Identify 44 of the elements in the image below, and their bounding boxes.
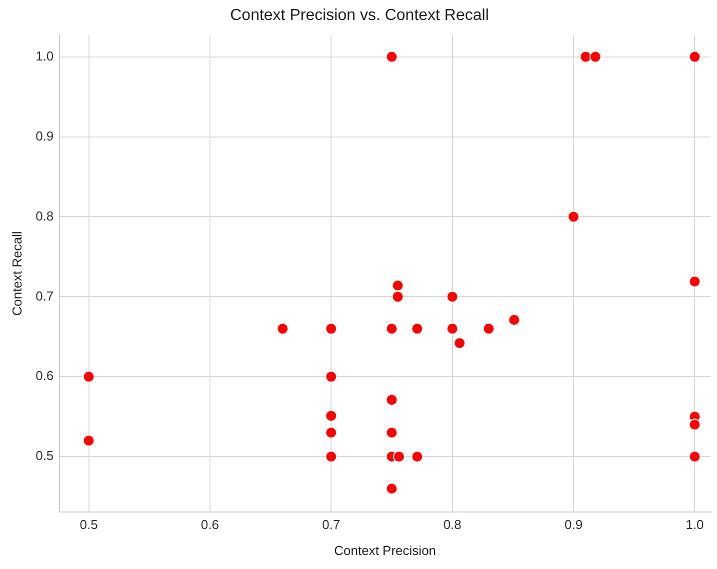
point bbox=[276, 322, 289, 335]
point bbox=[508, 314, 520, 326]
point bbox=[568, 210, 580, 223]
point bbox=[392, 290, 404, 303]
point bbox=[82, 370, 95, 383]
point bbox=[386, 50, 398, 63]
point bbox=[82, 434, 95, 447]
point bbox=[688, 275, 701, 288]
x-tick-label: 1.0 bbox=[686, 517, 704, 532]
x-tick-label: 0.9 bbox=[564, 517, 583, 532]
point bbox=[386, 394, 398, 406]
x-tick-label: 0.6 bbox=[200, 517, 219, 532]
point bbox=[411, 322, 424, 335]
y-tick-label: 0.8 bbox=[36, 208, 54, 224]
point bbox=[446, 322, 458, 335]
point bbox=[325, 370, 338, 383]
point bbox=[393, 450, 406, 463]
x-tick-label: 0.7 bbox=[322, 517, 340, 532]
point bbox=[454, 337, 466, 350]
point bbox=[688, 450, 701, 463]
point bbox=[386, 482, 398, 495]
point bbox=[446, 290, 458, 303]
point bbox=[482, 322, 495, 335]
point bbox=[325, 410, 338, 422]
y-axis-title: Context Recall bbox=[9, 231, 24, 316]
point bbox=[688, 50, 701, 63]
y-tick-label: 0.5 bbox=[36, 448, 54, 464]
point bbox=[411, 450, 424, 463]
y-tick-label: 0.9 bbox=[36, 128, 54, 144]
x-tick-label: 0.5 bbox=[80, 517, 98, 532]
point bbox=[386, 322, 398, 335]
chart-title: Context Precision vs. Context Recall bbox=[230, 7, 489, 24]
point bbox=[325, 450, 338, 463]
x-tick-label: 0.8 bbox=[443, 517, 462, 532]
point bbox=[386, 426, 398, 439]
x-axis-title: Context Precision bbox=[334, 542, 436, 558]
y-tick-label: 1.0 bbox=[36, 48, 54, 64]
point bbox=[325, 322, 338, 335]
point bbox=[688, 418, 701, 431]
y-tick-label: 0.7 bbox=[36, 288, 54, 304]
point bbox=[392, 279, 404, 292]
y-tick-label: 0.6 bbox=[36, 368, 54, 384]
point bbox=[325, 426, 338, 439]
point bbox=[589, 50, 602, 63]
